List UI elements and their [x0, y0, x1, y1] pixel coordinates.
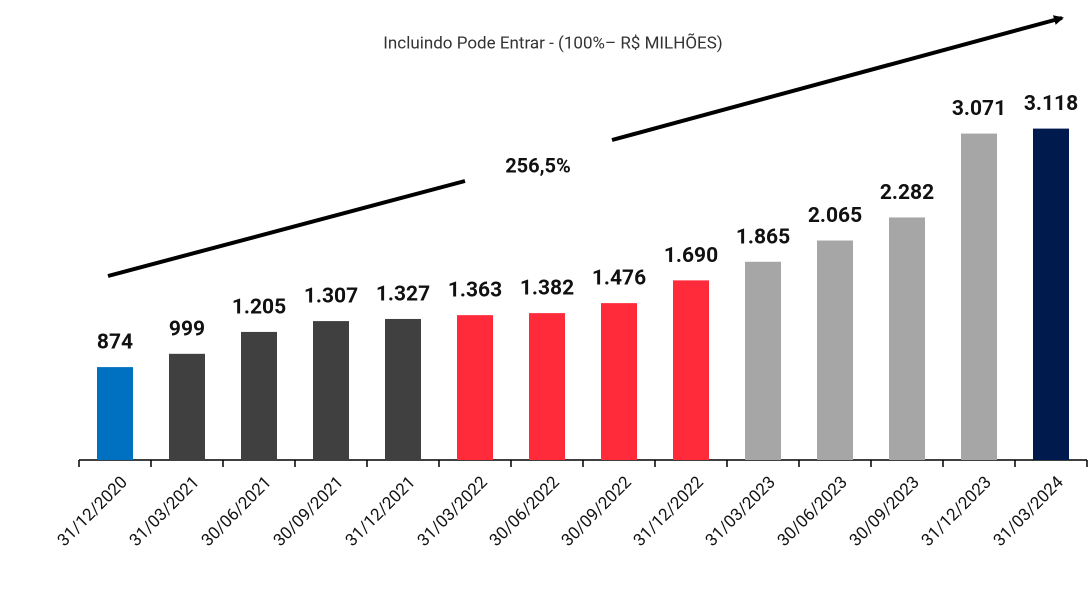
x-tick-label: 30/09/2022	[558, 473, 636, 551]
x-tick-label: 30/09/2023	[846, 473, 924, 551]
bar	[313, 321, 349, 460]
value-label: 1.307	[304, 285, 358, 309]
x-tick-label: 31/03/2024	[990, 472, 1068, 550]
bar	[385, 318, 421, 460]
x-tick-label: 30/06/2021	[198, 473, 276, 551]
value-label: 1.363	[448, 279, 502, 303]
bar	[1033, 128, 1069, 460]
value-label: 3.118	[1024, 92, 1078, 116]
bar	[745, 261, 781, 460]
chart-subtitle: Incluindo Pode Entrar - (100%– R$ MILHÕE…	[383, 32, 722, 53]
value-label: 1.205	[232, 295, 286, 319]
value-label: 1.476	[592, 267, 646, 291]
bar	[961, 133, 997, 461]
x-tick-label: 31/03/2022	[414, 473, 492, 551]
x-tick-label: 31/12/2022	[630, 473, 708, 551]
x-tick-label: 31/03/2021	[126, 473, 204, 551]
value-label: 874	[97, 331, 133, 355]
x-tick-label: 30/09/2021	[270, 473, 348, 551]
value-label: 1.865	[736, 225, 790, 249]
bar	[241, 331, 277, 460]
value-label: 1.690	[664, 244, 718, 268]
trend-arrow	[107, 179, 466, 278]
bar	[97, 367, 133, 460]
bar	[889, 217, 925, 460]
value-label: 3.071	[952, 97, 1006, 121]
value-label: 2.282	[880, 181, 934, 205]
x-tick-label: 31/03/2023	[702, 473, 780, 551]
x-tick-label: 30/06/2023	[774, 473, 852, 551]
x-tick-label: 31/12/2023	[918, 473, 996, 551]
bar	[673, 280, 709, 460]
annotation: 256,5%	[505, 153, 571, 177]
value-label: 2.065	[808, 204, 862, 228]
bar	[817, 240, 853, 460]
trend-arrow-head	[611, 15, 1064, 142]
bar	[601, 303, 637, 460]
value-label: 999	[169, 317, 205, 341]
x-tick-label: 31/12/2020	[54, 473, 132, 551]
x-tick-label: 30/06/2022	[486, 473, 564, 551]
bar	[169, 353, 205, 460]
x-tick-label: 31/12/2021	[342, 473, 420, 551]
bar	[529, 313, 565, 460]
value-label: 1.382	[520, 277, 574, 301]
bar	[457, 315, 493, 460]
value-label: 1.327	[376, 283, 430, 307]
